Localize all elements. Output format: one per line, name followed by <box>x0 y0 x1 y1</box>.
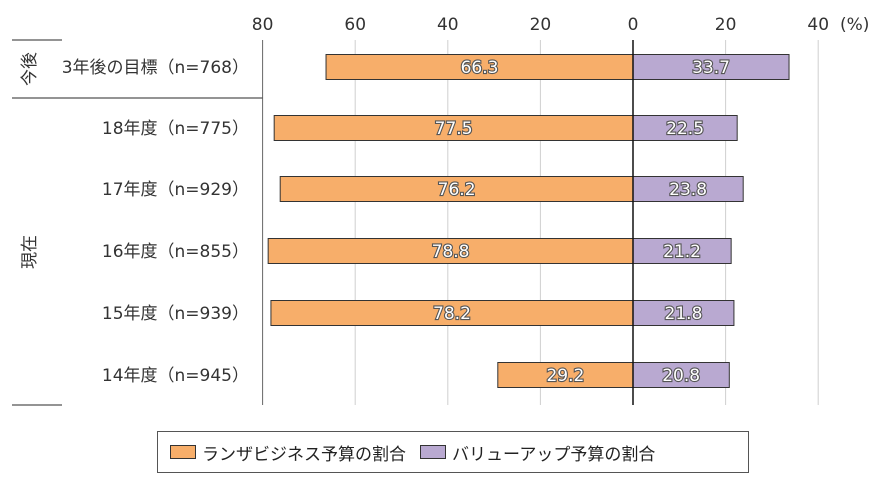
bar-run <box>497 362 634 388</box>
category-label: 17年度（n=929） <box>102 180 249 200</box>
bar-valueup <box>632 54 790 80</box>
data-label: 21.8 <box>665 304 703 324</box>
data-label: 76.2 <box>438 180 476 200</box>
data-labels: 66.3 77.5 76.2 78.8 78.2 29.2 33.7 22.5 23.8 21.2… <box>431 57 731 387</box>
legend-label-run: ランザビジネス予算の割合 <box>202 444 406 465</box>
legend-swatch-valueup <box>420 445 446 459</box>
data-label: 21.2 <box>663 242 701 262</box>
data-label: 20.8 <box>662 366 700 386</box>
x-tick-label: 40 <box>807 15 829 35</box>
data-label: 22.5 <box>666 119 704 139</box>
bar-run <box>273 115 634 141</box>
legend-item-valueup: バリューアップ予算の割合 <box>420 440 655 465</box>
data-label: 78.2 <box>433 304 471 324</box>
bar-valueup <box>632 300 735 326</box>
group-label: 現在 <box>20 235 40 269</box>
data-label: 23.8 <box>669 180 707 200</box>
category-label: 3年後の目標（n=768） <box>62 58 249 78</box>
data-label: 33.7 <box>692 58 730 78</box>
bar-run <box>270 300 634 326</box>
category-label: 15年度（n=939） <box>102 304 249 324</box>
category-labels: 3年後の目標（n=768） 18年度（n=775） 17年度（n=929） 16年度（… <box>62 58 249 386</box>
x-tick-label: 60 <box>344 15 366 35</box>
category-frame <box>12 39 264 406</box>
bar-valueup <box>632 115 738 141</box>
data-label: 29.2 <box>546 366 584 386</box>
group-label: 今後 <box>20 52 40 86</box>
bars <box>267 40 790 405</box>
data-label: 66.3 <box>461 58 499 78</box>
x-tick-labels: 80 60 40 20 0 20 40 <box>252 15 829 35</box>
category-label: 16年度（n=855） <box>102 242 249 262</box>
x-tick-label: 40 <box>437 15 459 35</box>
x-tick-label: 20 <box>715 15 737 35</box>
unit-label: (%) <box>840 15 869 35</box>
x-tick-label: 80 <box>252 15 274 35</box>
x-tick-label: 20 <box>530 15 552 35</box>
bar-valueup <box>632 238 732 264</box>
data-label: 77.5 <box>435 119 473 139</box>
data-label: 78.8 <box>432 242 470 262</box>
bar-run <box>279 176 634 202</box>
legend-item-run: ランザビジネス予算の割合 <box>170 440 406 465</box>
category-label: 14年度（n=945） <box>102 366 249 386</box>
legend-label-valueup: バリューアップ予算の割合 <box>452 444 656 465</box>
bar-valueup <box>632 362 730 388</box>
x-tick-label: 0 <box>628 15 639 35</box>
legend-swatch-run <box>170 445 196 459</box>
gridlines <box>354 40 819 405</box>
category-label: 18年度（n=775） <box>102 119 249 139</box>
legend: ランザビジネス予算の割合 バリューアップ予算の割合 <box>157 431 749 473</box>
bar-run <box>267 238 634 264</box>
